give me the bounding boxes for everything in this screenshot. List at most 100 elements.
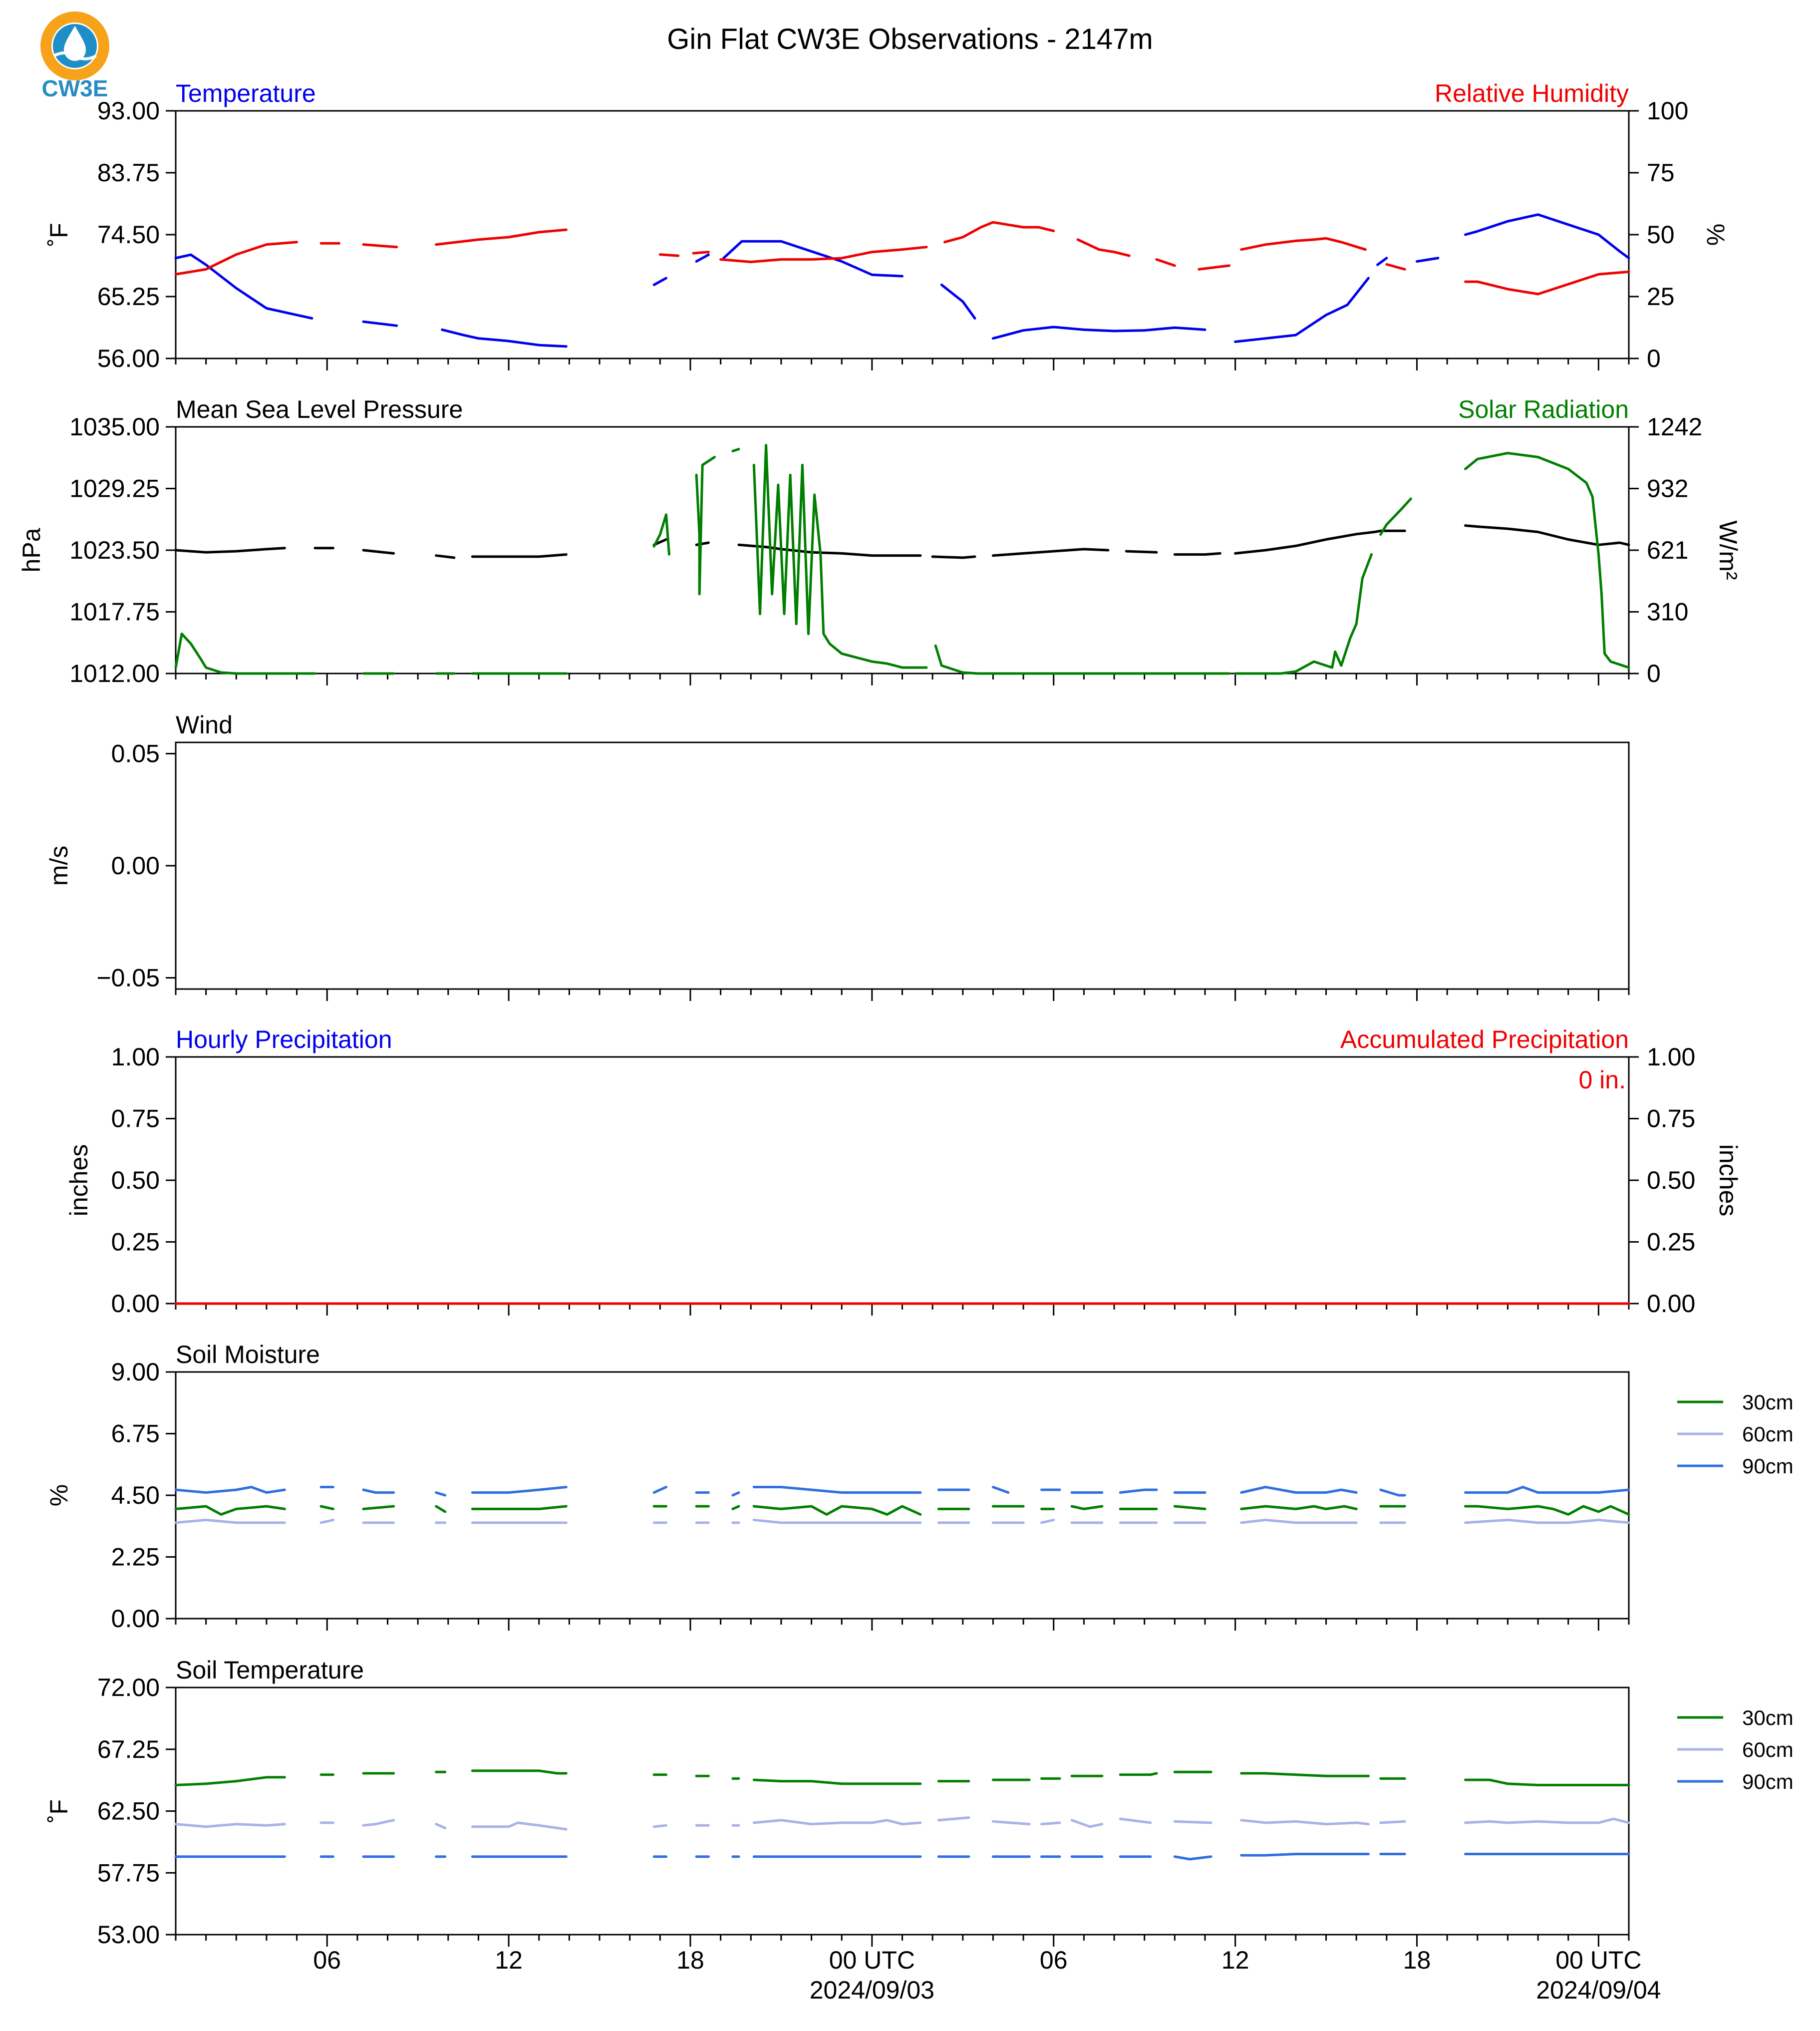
- legend-label: 90cm: [1742, 1454, 1794, 1478]
- y-right-tick-label: 50: [1647, 221, 1675, 249]
- y-tick-label: 1012.00: [69, 660, 160, 687]
- panels: 93.00 83.75 74.50 65.25 56.00 100 75 50 25 0 Tempe…: [17, 79, 1794, 1949]
- y-tick-label: 56.00: [97, 344, 160, 372]
- panel-title-right: Solar Radiation: [1458, 395, 1629, 423]
- y-tick-label: 2.25: [111, 1543, 160, 1571]
- y-right-tick-label: 0.50: [1647, 1166, 1695, 1194]
- legend-label: 60cm: [1742, 1422, 1794, 1446]
- y-right-axis-label: inches: [1714, 1144, 1742, 1217]
- x-tick-label: 12: [495, 1946, 523, 1974]
- legend-label: 30cm: [1742, 1390, 1794, 1414]
- panel-precip: 1.00 0.75 0.50 0.25 0.00 1.00 0.75 0.50 0.25 0.00…: [65, 1025, 1742, 1318]
- y-tick-label: 1.00: [111, 1043, 160, 1071]
- y-right-tick-label: 0.00: [1647, 1290, 1695, 1318]
- series-line-30cm: [174, 1769, 1630, 1786]
- y-tick-label: 74.50: [97, 221, 160, 249]
- y-tick-label: −0.05: [96, 964, 160, 992]
- series-line-60cm: [174, 1518, 1630, 1524]
- y-axis-label: inches: [65, 1144, 93, 1217]
- y-right-tick-label: 1242: [1647, 413, 1702, 441]
- y-tick-label: 9.00: [111, 1358, 160, 1386]
- y-right-tick-label: 1.00: [1647, 1043, 1695, 1071]
- plot-frame: [175, 1056, 1630, 1305]
- logo-wave-icon: [53, 51, 97, 60]
- y-tick-label: 0.25: [111, 1228, 160, 1256]
- y-axis-label: ˚F: [45, 223, 73, 246]
- y-tick-label: 0.75: [111, 1105, 160, 1133]
- y-right-tick-label: 0.25: [1647, 1228, 1695, 1256]
- y-right-axis-label: %: [1702, 224, 1730, 246]
- y-tick-label: 57.75: [97, 1859, 160, 1887]
- y-tick-label: 72.00: [97, 1674, 160, 1701]
- x-tick-label: 12: [1221, 1946, 1249, 1974]
- series-line-right-1: [174, 444, 1630, 675]
- series-line-left-0: [174, 213, 1630, 348]
- annotation-accumulated-total: 0 in.: [1578, 1066, 1626, 1094]
- logo-text: CW3E: [42, 75, 108, 101]
- series-line-left-0: [174, 524, 1630, 559]
- panel-title-left: Soil Moisture: [176, 1341, 320, 1368]
- y-right-tick-label: 100: [1647, 97, 1688, 125]
- plot-frame: [175, 110, 1630, 359]
- series-line-90cm: [174, 1853, 1630, 1861]
- y-tick-label: 62.50: [97, 1797, 160, 1825]
- y-axis-label: %: [45, 1484, 73, 1506]
- y-right-axis-label: W/m²: [1714, 520, 1742, 580]
- panel-pressure_solar: 1035.00 1029.25 1023.50 1017.75 1012.00 1242 9…: [17, 395, 1742, 687]
- y-tick-label: 65.25: [97, 283, 160, 311]
- panel-title-right: Relative Humidity: [1435, 79, 1629, 107]
- y-tick-label: 53.00: [97, 1921, 160, 1949]
- y-tick-label: 0.00: [111, 1605, 160, 1633]
- plot-frame: [175, 1687, 1630, 1936]
- y-right-tick-label: 932: [1647, 475, 1688, 503]
- plot-frame: [175, 741, 1630, 990]
- x-date-label: 2024/09/03: [810, 1976, 934, 2004]
- y-right-tick-label: 75: [1647, 159, 1675, 187]
- y-right-tick-label: 25: [1647, 283, 1675, 311]
- y-right-tick-label: 310: [1647, 598, 1688, 626]
- legend-label: 30cm: [1742, 1706, 1794, 1729]
- y-right-tick-label: 621: [1647, 536, 1688, 564]
- logo-ring-icon: [40, 11, 109, 80]
- y-right-tick-label: 0: [1647, 344, 1661, 372]
- y-tick-label: 83.75: [97, 159, 160, 187]
- x-date-label: 2024/09/04: [1536, 1976, 1661, 2004]
- series-line-90cm: [174, 1486, 1630, 1497]
- x-tick-label: 00 UTC: [1555, 1946, 1641, 1974]
- y-axis-label: m/s: [45, 846, 73, 886]
- y-tick-label: 1029.25: [69, 475, 160, 503]
- chart-title: Gin Flat CW3E Observations - 2147m: [667, 23, 1153, 55]
- y-tick-label: 1017.75: [69, 598, 160, 626]
- panel-title-left: Mean Sea Level Pressure: [176, 395, 463, 423]
- y-tick-label: 1035.00: [69, 413, 160, 441]
- x-tick-label: 18: [676, 1946, 704, 1974]
- logo: CW3E: [40, 11, 109, 101]
- plot-frame: [175, 426, 1630, 675]
- x-tick-label: 06: [313, 1946, 341, 1974]
- y-tick-label: 4.50: [111, 1481, 160, 1509]
- panel-title-left: Temperature: [176, 79, 316, 107]
- y-axis-label: hPa: [17, 528, 45, 572]
- y-right-tick-label: 0.75: [1647, 1105, 1695, 1133]
- panel-temp_rh: 93.00 83.75 74.50 65.25 56.00 100 75 50 25 0 Tempe…: [45, 79, 1730, 372]
- y-tick-label: 6.75: [111, 1420, 160, 1448]
- y-tick-label: 0.00: [111, 852, 160, 880]
- y-tick-label: 67.25: [97, 1735, 160, 1763]
- panel-title-left: Soil Temperature: [176, 1656, 364, 1684]
- panel-wind: 0.05 0.00 −0.05 Wind m/s: [45, 711, 1630, 1001]
- y-right-tick-label: 0: [1647, 660, 1661, 687]
- legend-label: 90cm: [1742, 1770, 1794, 1793]
- y-tick-label: 0.05: [111, 739, 160, 767]
- series-line-right-1: [174, 221, 1630, 296]
- x-tick-label: 06: [1040, 1946, 1068, 1974]
- series-line-30cm: [174, 1505, 1630, 1516]
- y-axis-label: ˚F: [45, 1799, 73, 1823]
- y-tick-label: 93.00: [97, 97, 160, 125]
- x-tick-label: 00 UTC: [829, 1946, 915, 1974]
- panel-soil_moisture: 9.00 6.75 4.50 2.25 0.00 Soil Moisture% 30cm 60…: [45, 1341, 1794, 1633]
- y-tick-label: 0.00: [111, 1290, 160, 1318]
- legend-label: 60cm: [1742, 1738, 1794, 1761]
- x-tick-label: 18: [1403, 1946, 1431, 1974]
